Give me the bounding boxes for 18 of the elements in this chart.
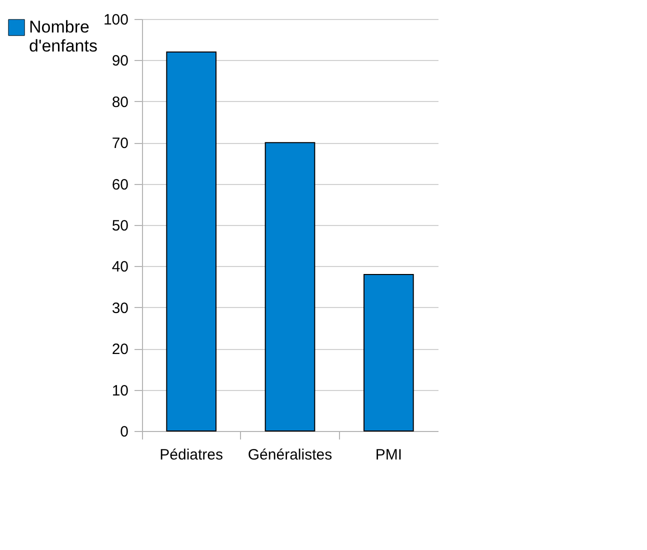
y-tick-label: 30 bbox=[112, 300, 128, 317]
y-tick-label: 50 bbox=[112, 218, 128, 234]
y-tick-label: 70 bbox=[112, 135, 128, 152]
bar bbox=[166, 51, 216, 432]
y-tick-label: 60 bbox=[112, 176, 128, 194]
y-tick-label: 0 bbox=[120, 424, 128, 440]
y-tick-label: 90 bbox=[112, 52, 128, 70]
bar bbox=[264, 142, 316, 432]
y-tick-label: 40 bbox=[112, 258, 128, 276]
bar bbox=[364, 274, 414, 432]
x-tick-label: Pédiatres bbox=[160, 446, 224, 464]
x-tick-label: PMI bbox=[375, 446, 402, 464]
legend-label: Nombre d'enfants bbox=[29, 18, 98, 56]
y-tick-label: 20 bbox=[112, 341, 128, 358]
y-tick-label: 10 bbox=[112, 382, 128, 400]
y-tick-label: 100 bbox=[103, 12, 128, 28]
x-tick-label: Généralistes bbox=[248, 446, 332, 464]
y-tick-label: 80 bbox=[112, 94, 128, 111]
